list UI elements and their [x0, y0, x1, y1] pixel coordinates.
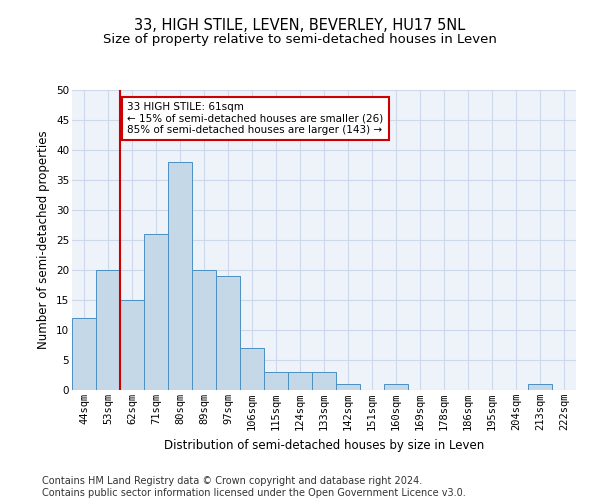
Bar: [72, 318, 96, 390]
Bar: [96, 270, 120, 390]
Bar: [240, 348, 264, 390]
Bar: [528, 384, 552, 390]
Bar: [384, 384, 408, 390]
Bar: [264, 372, 288, 390]
Text: Contains HM Land Registry data © Crown copyright and database right 2024.
Contai: Contains HM Land Registry data © Crown c…: [42, 476, 466, 498]
Bar: [312, 372, 336, 390]
Bar: [216, 276, 240, 390]
Bar: [168, 162, 192, 390]
X-axis label: Distribution of semi-detached houses by size in Leven: Distribution of semi-detached houses by …: [164, 438, 484, 452]
Text: 33, HIGH STILE, LEVEN, BEVERLEY, HU17 5NL: 33, HIGH STILE, LEVEN, BEVERLEY, HU17 5N…: [134, 18, 466, 32]
Bar: [336, 384, 360, 390]
Bar: [120, 300, 144, 390]
Bar: [288, 372, 312, 390]
Text: 33 HIGH STILE: 61sqm
← 15% of semi-detached houses are smaller (26)
85% of semi-: 33 HIGH STILE: 61sqm ← 15% of semi-detac…: [127, 102, 383, 135]
Text: Size of property relative to semi-detached houses in Leven: Size of property relative to semi-detach…: [103, 32, 497, 46]
Bar: [192, 270, 216, 390]
Bar: [144, 234, 168, 390]
Y-axis label: Number of semi-detached properties: Number of semi-detached properties: [37, 130, 50, 350]
